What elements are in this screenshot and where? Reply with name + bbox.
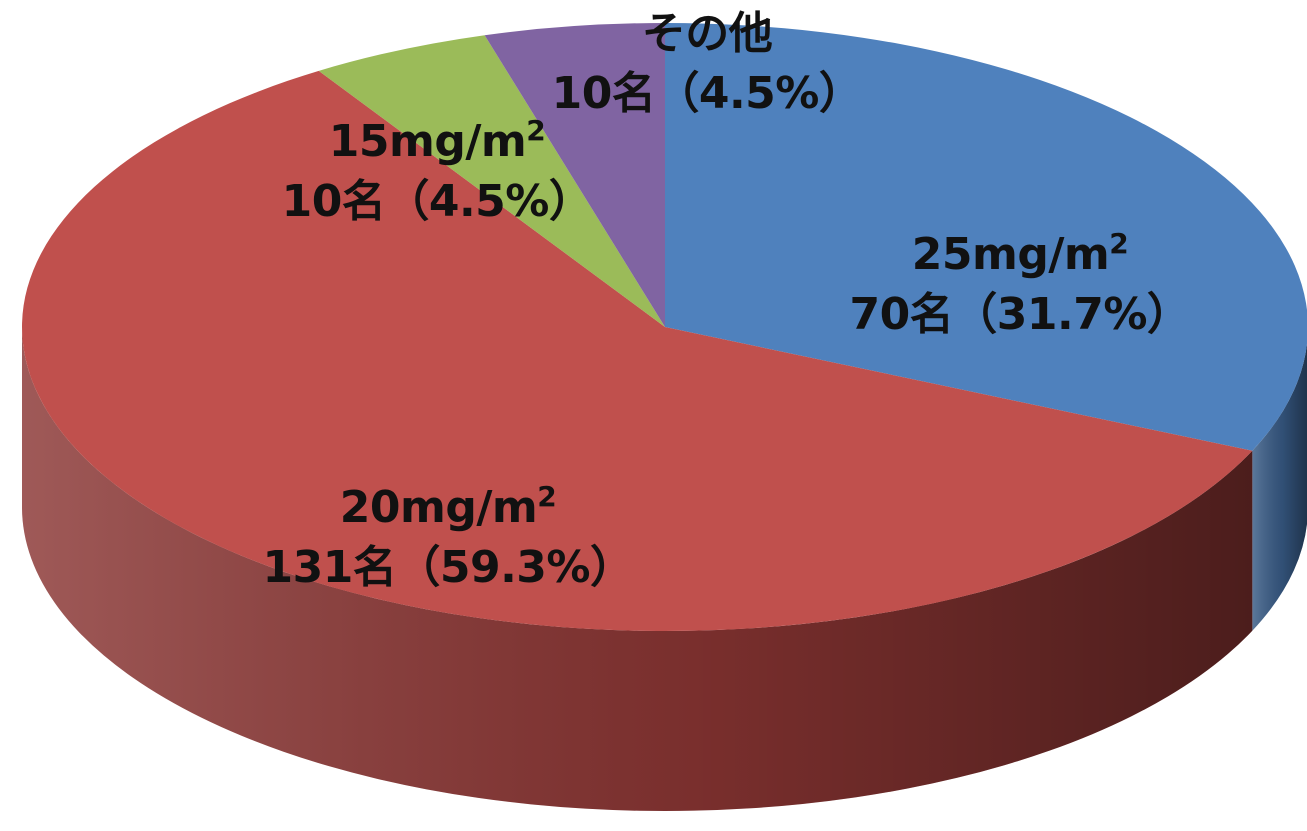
slice-label-other: その他 10名（4.5%） <box>552 4 863 124</box>
slice-count-other: 10名（4.5%） <box>551 68 863 119</box>
pie-slice-15 <box>318 35 665 327</box>
slice-count-25: 70名（31.7%） <box>849 289 1191 340</box>
slice-count-20: 131名（59.3%） <box>262 542 635 593</box>
pie-sides <box>22 327 1307 812</box>
slice-name-15: 15mg/m <box>328 116 527 167</box>
slice-label-20: 20mg/m2 131名（59.3%） <box>262 478 635 598</box>
pie-side-shade-20 <box>22 327 1253 812</box>
slice-label-15: 15mg/m2 10名（4.5%） <box>282 112 593 232</box>
slice-label-25: 25mg/m2 70名（31.7%） <box>850 225 1191 345</box>
pie-slice-25 <box>665 23 1307 451</box>
slice-name-20: 20mg/m <box>339 482 538 533</box>
slice-name-sup-20: 2 <box>537 480 557 513</box>
pie-slice-20 <box>22 70 1253 632</box>
slice-name-other: その他 <box>641 8 773 59</box>
pie-side-shade-25 <box>1252 343 1307 631</box>
slice-name-sup-15: 2 <box>526 114 546 147</box>
slice-name-25: 25mg/m <box>911 229 1110 280</box>
slice-count-15: 10名（4.5%） <box>281 176 593 227</box>
pie-slice-other <box>484 23 665 327</box>
pie-tops <box>22 23 1307 632</box>
slice-name-sup-25: 2 <box>1109 227 1129 260</box>
